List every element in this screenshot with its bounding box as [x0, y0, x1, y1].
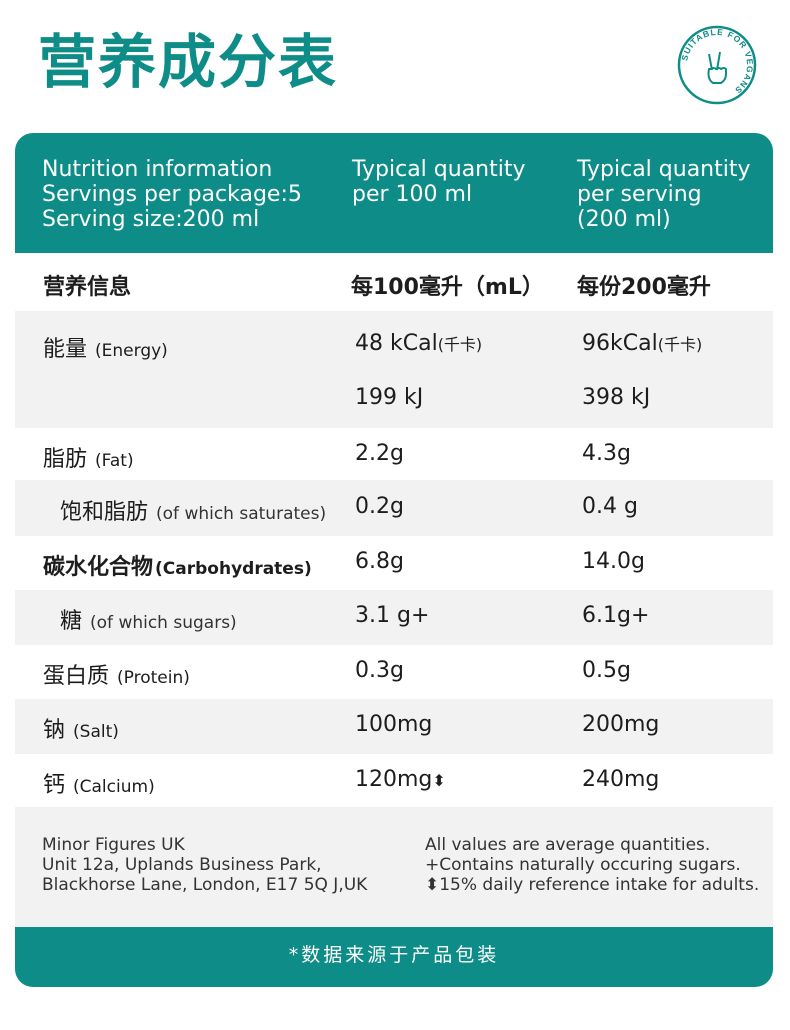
- table-row-carbohydrates: 碳水化合物 (Carbohydrates) 6.8g 14.0g: [15, 536, 773, 590]
- table-row-sugars: 糖 (of which sugars) 3.1 g+ 6.1g+: [15, 590, 773, 645]
- company-address: Minor Figures UK Unit 12a, Uplands Busin…: [42, 835, 368, 895]
- header-col-info: Nutrition information Servings per packa…: [42, 157, 302, 232]
- table-footer: Minor Figures UK Unit 12a, Uplands Busin…: [15, 807, 773, 927]
- footnotes: All values are average quantities. +Cont…: [425, 835, 760, 895]
- nutrition-table: Nutrition information Servings per packa…: [15, 133, 773, 987]
- table-row-saturates: 饱和脂肪 (of which saturates) 0.2g 0.4 g: [15, 480, 773, 536]
- table-row-protein: 蛋白质 (Protein) 0.3g 0.5g: [15, 645, 773, 699]
- peace-hand-icon: [707, 51, 727, 84]
- table-subheader: 营养信息 每100毫升（mL） 每份200毫升: [15, 253, 773, 311]
- table-header: Nutrition information Servings per packa…: [15, 133, 773, 253]
- table-row-fat: 脂肪 (Fat) 2.2g 4.3g: [15, 428, 773, 480]
- page-title: 营养成分表: [38, 28, 339, 96]
- header-col-per100: Typical quantity per 100 ml: [352, 157, 526, 207]
- table-row-calcium: 钙 (Calcium) 120mg⬍ 240mg: [15, 754, 773, 807]
- table-row-energy: 能量 (Energy) 48 kCal(千卡) 96kCal(千卡) 199 kJ…: [15, 311, 773, 428]
- source-note: *数据来源于产品包装: [15, 927, 773, 987]
- table-row-salt: 钠 (Salt) 100mg 200mg: [15, 699, 773, 754]
- vegan-badge: SUITABLE FOR VEGANS: [677, 25, 757, 105]
- header-col-per-serving: Typical quantity per serving (200 ml): [577, 157, 751, 232]
